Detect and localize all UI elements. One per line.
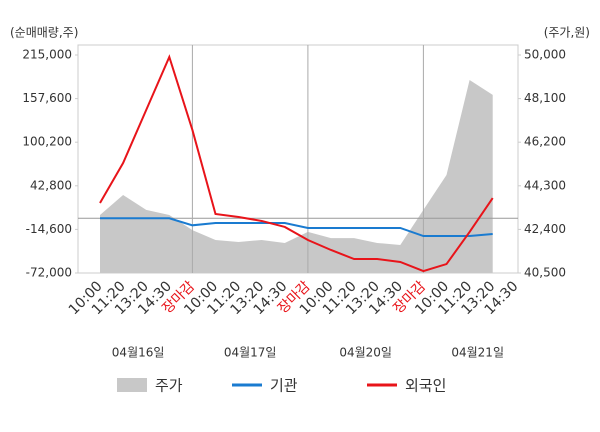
y-axis-title: (순매매량,주): [10, 26, 78, 40]
legend-swatch: [117, 378, 147, 392]
y2-tick-label: 44,300: [524, 178, 566, 192]
y-tick-label: 42,800: [30, 178, 72, 192]
y-tick-label: 100,200: [22, 135, 72, 149]
legend-label: 외국인: [405, 377, 446, 395]
y2-tick-label: 42,400: [524, 222, 566, 236]
y2-tick-label: 40,500: [524, 266, 566, 280]
legend-label: 주가: [155, 377, 183, 395]
date-label: 04월20일: [339, 346, 392, 360]
price-area: [100, 80, 493, 273]
y2-tick-label: 50,000: [524, 48, 566, 62]
date-label: 04월21일: [451, 346, 504, 360]
legend-label: 기관: [270, 377, 298, 395]
y-tick-label: -14,600: [26, 222, 72, 236]
date-label: 04월16일: [112, 346, 165, 360]
y-tick-label: 215,000: [22, 48, 72, 62]
y-tick-label: 157,600: [22, 91, 72, 105]
line-2: [99, 54, 494, 273]
y-tick-label: -72,000: [26, 266, 72, 280]
y2-axis-title: (주가,원): [544, 26, 590, 40]
y2-tick-label: 48,100: [524, 91, 566, 105]
date-label: 04월17일: [224, 346, 277, 360]
line-1: [100, 217, 493, 238]
y2-tick-label: 46,200: [524, 135, 566, 149]
